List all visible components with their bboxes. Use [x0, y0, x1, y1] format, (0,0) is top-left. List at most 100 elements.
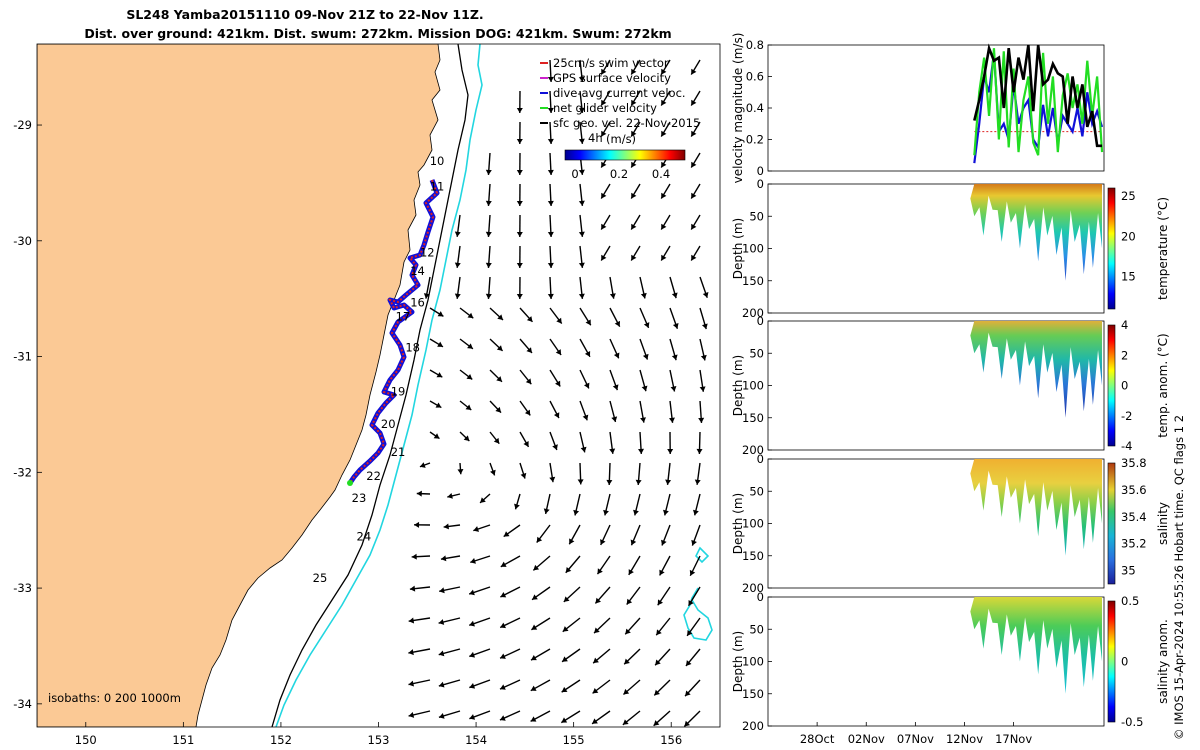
velocity-arrowhead: [496, 376, 502, 382]
velocity-arrowhead: [655, 659, 661, 666]
velocity-arrowhead: [469, 683, 476, 689]
map-xtick-label: 154: [465, 733, 487, 747]
colorbar-tick-label: 0.5: [1121, 594, 1139, 608]
speed-colorbar: [564, 149, 686, 161]
velocity-arrowhead: [533, 564, 540, 571]
velocity-arrowhead: [553, 412, 560, 419]
velocity-arrowhead: [493, 437, 500, 444]
colorbar-tick-label: 2: [1121, 348, 1128, 362]
velocity-arrowhead: [531, 624, 538, 630]
velocity-arrowhead: [561, 717, 568, 723]
velocity-arrowhead: [643, 322, 650, 328]
velocity-arrowhead: [661, 130, 667, 137]
velocity-arrowhead: [411, 553, 417, 560]
velocity-arrowhead: [691, 99, 697, 106]
velocity-arrowhead: [469, 651, 476, 658]
velocity-arrowhead: [438, 713, 445, 719]
velocity-arrowhead: [514, 503, 520, 510]
time-xtick-label: 12Nov: [946, 732, 983, 746]
velocity-arrowhead: [547, 76, 554, 82]
track-day-label: 19: [391, 385, 406, 399]
velocity-arrowhead: [689, 569, 696, 576]
velocity-arrowhead: [691, 192, 697, 199]
velocity-arrowhead: [592, 718, 598, 724]
velocity-arrowhead: [565, 567, 572, 573]
velocity-arrowhead: [612, 384, 619, 391]
velocity-arrowhead: [631, 68, 637, 75]
velocity-arrowhead: [435, 402, 442, 408]
velocity-arrowhead: [661, 223, 667, 230]
velocity-arrowhead: [640, 417, 646, 423]
section-ytick-label: 150: [742, 274, 764, 288]
velocity-ytick-label: 0.2: [746, 133, 764, 147]
velocity-arrowhead: [624, 658, 630, 665]
section-ytick-label: 0: [757, 177, 764, 191]
velocity-arrowhead: [454, 262, 461, 268]
colorbar-tick-label: 0: [1121, 655, 1128, 669]
velocity-arrowhead: [601, 130, 607, 137]
velocity-arrowhead: [530, 685, 537, 691]
velocity-arrowhead: [556, 317, 562, 324]
velocity-arrowhead: [692, 509, 699, 516]
glider-track: [347, 179, 440, 486]
map-axes: 150 151 152 153 154 155 156 -29 -30 -31 -32 -33 -34: [13, 118, 682, 747]
section-colorbar: [1107, 462, 1116, 585]
velocity-arrowhead: [631, 254, 637, 261]
track-day-label: 12: [420, 246, 435, 260]
velocity-arrowhead: [543, 508, 550, 514]
track-day-label: 10: [430, 154, 445, 168]
section-ytick-label: 50: [749, 209, 764, 223]
velocity-arrowhead: [516, 169, 523, 175]
velocity-arrowhead: [578, 231, 585, 237]
velocity-arrowhead: [671, 292, 678, 299]
velocity-arrowhead: [672, 322, 679, 329]
velocity-arrowhead: [698, 417, 705, 423]
velocity-arrowhead: [685, 690, 691, 697]
velocity-arrowhead: [609, 448, 616, 454]
map-xtick-label: 151: [172, 733, 194, 747]
colorbar-title: salinity anom.: [1156, 619, 1170, 704]
track-end-marker: [347, 480, 353, 486]
velocity-line: [973, 43, 1103, 148]
section-ytick-label: 200: [742, 581, 764, 595]
map-xtick-label: 150: [75, 733, 97, 747]
velocity-arrowhead: [569, 538, 575, 545]
velocity-arrowhead: [668, 417, 675, 423]
map-ytick-label: -33: [13, 581, 32, 595]
colorbar-tick-label: 35.4: [1121, 510, 1147, 524]
velocity-arrowhead: [578, 293, 585, 299]
velocity-arrowhead: [500, 622, 506, 629]
section-ytick-label: 150: [742, 549, 764, 563]
velocity-arrowhead: [547, 169, 554, 175]
legend-label: sfc geo. vel. 22-Nov-2015: [553, 116, 700, 130]
colorbar-tick-label: 4: [1121, 318, 1128, 332]
velocity-arrowhead: [447, 492, 453, 499]
title-line1: SL248 Yamba20151110 09-Nov 21Z to 22-Nov…: [126, 7, 483, 22]
velocity-arrowhead: [500, 561, 507, 567]
legend-label: net glider velocity: [553, 101, 657, 115]
velocity-arrowhead: [691, 539, 697, 546]
velocity-arrowhead: [438, 619, 445, 625]
velocity-arrowhead: [642, 353, 649, 360]
velocity-arrowhead: [628, 569, 634, 575]
velocity-arrowhead: [516, 262, 523, 268]
velocity-arrowhead: [685, 660, 692, 666]
velocity-arrowhead: [578, 200, 585, 206]
section-ylabel: Depth (m): [731, 218, 745, 279]
velocity-arrowhead: [601, 161, 607, 168]
velocity-arrowhead: [622, 719, 629, 725]
velocity-arrowhead: [614, 320, 621, 327]
track-day-label: 22: [366, 469, 381, 483]
velocity-arrowhead: [578, 107, 585, 113]
colorbar-tick-label: 25: [1121, 189, 1136, 203]
velocity-arrowhead: [701, 323, 708, 330]
time-xtick-label: 28Oct: [800, 732, 835, 746]
velocity-arrowhead: [433, 433, 440, 439]
section-ytick-label: 100: [742, 242, 764, 256]
velocity-arrowhead: [635, 479, 642, 485]
velocity-arrowhead: [631, 192, 637, 199]
velocity-arrowhead: [526, 347, 532, 353]
